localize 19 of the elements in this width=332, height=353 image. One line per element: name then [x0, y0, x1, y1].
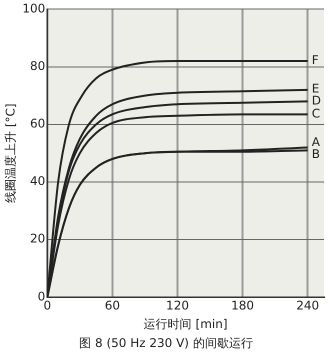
y-tick-label: 40 — [30, 174, 46, 188]
y-tick-label: 60 — [30, 116, 46, 131]
x-axis-title: 运行时间 [min] — [144, 316, 228, 331]
x-tick-label: 240 — [296, 298, 320, 313]
x-tick-label: 180 — [231, 298, 254, 313]
series-label: D — [312, 94, 321, 108]
y-tick-label: 20 — [30, 232, 46, 246]
series-label: B — [312, 147, 320, 162]
y-tick-label: 0 — [38, 289, 46, 304]
y-tick-label: 80 — [30, 58, 46, 73]
series-label: C — [312, 106, 320, 120]
y-tick-label: 100 — [22, 1, 46, 16]
y-axis-title: 线圈温度上升 [°C] — [3, 103, 18, 203]
series-label: A — [312, 135, 321, 150]
series-label: F — [312, 53, 319, 68]
series-label: E — [312, 82, 320, 96]
x-tick-label: 60 — [104, 298, 120, 313]
x-tick-label: 120 — [166, 298, 189, 313]
caption: 图 8 (50 Hz 230 V) 的间歇运行 — [79, 336, 253, 350]
